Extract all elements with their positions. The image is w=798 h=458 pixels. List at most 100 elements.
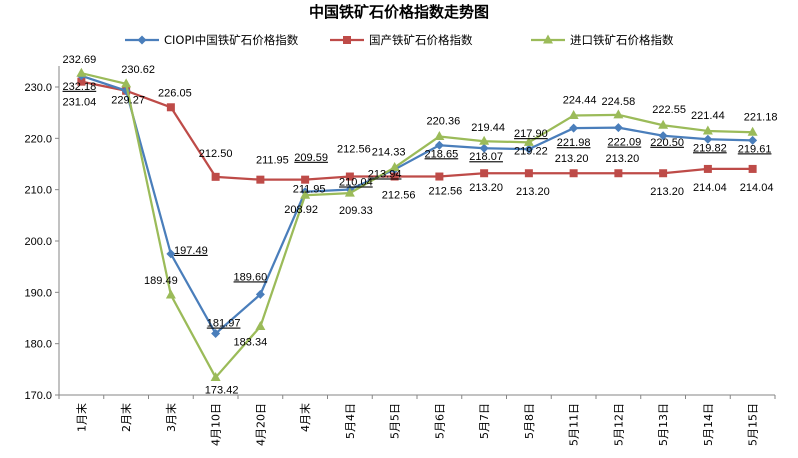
data-point xyxy=(613,109,624,119)
series-line xyxy=(81,72,753,379)
data-label: 221.18 xyxy=(744,111,778,123)
data-point xyxy=(345,172,354,181)
legend-label: CIOPI中国铁矿石价格指数 xyxy=(164,33,299,47)
data-label: 221.44 xyxy=(691,110,725,122)
data-label: 224.58 xyxy=(602,96,636,108)
data-label: 232.69 xyxy=(63,54,97,66)
axes: 170.0 180.0 190.0 200.0 210.0 220.0 230.0 1月末 2月… xyxy=(24,66,776,446)
data-point xyxy=(165,289,176,299)
data-label: 181.97 xyxy=(207,318,241,330)
data-label: 211.95 xyxy=(256,155,289,167)
data-point xyxy=(748,164,757,173)
y-tick-label: 230.0 xyxy=(24,82,52,94)
data-point xyxy=(703,134,713,144)
data-label: 220.36 xyxy=(427,115,461,127)
data-point xyxy=(211,172,220,181)
data-point xyxy=(255,289,265,299)
series-1 xyxy=(77,77,757,184)
data-point xyxy=(137,35,147,45)
data-label: 214.04 xyxy=(693,182,727,194)
y-tick-label: 190.0 xyxy=(24,287,52,299)
data-point xyxy=(166,103,175,112)
data-point xyxy=(300,189,311,199)
y-tick-label: 170.0 xyxy=(24,390,52,402)
data-point xyxy=(479,135,490,145)
data-label: 213.20 xyxy=(469,182,503,194)
legend: CIOPI中国铁矿石价格指数 国产铁矿石价格指数 进口铁矿石价格指数 xyxy=(125,33,674,47)
data-labels: 232.69 232.18 231.04 230.62 229.27 226.05 197.… xyxy=(63,54,778,396)
data-point xyxy=(543,34,553,44)
data-point xyxy=(166,249,176,259)
series-line xyxy=(81,74,753,335)
x-tick-label: 5月12日 xyxy=(612,403,625,446)
series-group xyxy=(76,67,758,381)
x-tick-label: 4月20日 xyxy=(254,403,267,446)
y-tick-label: 180.0 xyxy=(24,339,52,351)
data-label: 189.60 xyxy=(234,271,268,283)
legend-label: 国产铁矿石价格指数 xyxy=(369,33,473,47)
data-label: 173.42 xyxy=(205,384,239,396)
y-tick-label: 200.0 xyxy=(24,236,52,248)
data-point xyxy=(702,125,713,135)
x-tick-label: 4月末 xyxy=(298,403,312,432)
data-point xyxy=(569,123,579,133)
data-label: 212.56 xyxy=(382,190,416,202)
data-label: 212.56 xyxy=(429,186,463,198)
legend-label: 进口铁矿石价格指数 xyxy=(570,33,674,47)
data-label: 208.92 xyxy=(284,204,318,216)
data-label: 214.33 xyxy=(372,146,406,158)
x-tick-label: 4月10日 xyxy=(210,403,223,446)
data-label: 219.82 xyxy=(693,142,727,154)
data-label: 226.05 xyxy=(158,87,192,99)
data-point xyxy=(524,169,533,178)
x-tick-label: 5月14日 xyxy=(702,403,715,446)
data-point xyxy=(523,136,534,146)
data-point xyxy=(255,321,266,331)
data-label: 213.20 xyxy=(650,186,684,198)
data-point xyxy=(77,77,86,86)
x-tick-label: 5月7日 xyxy=(478,403,491,439)
data-label: 230.62 xyxy=(121,64,155,76)
data-label: 197.49 xyxy=(174,245,208,257)
data-label: 212.50 xyxy=(199,148,233,160)
data-point xyxy=(301,175,310,184)
data-point xyxy=(747,126,758,136)
data-point xyxy=(389,161,400,171)
data-point xyxy=(390,172,399,181)
data-label: 220.50 xyxy=(650,137,684,149)
data-point xyxy=(210,371,221,381)
x-tick-label: 5月5日 xyxy=(389,403,402,439)
data-label: 211.95 xyxy=(293,184,326,196)
data-point xyxy=(658,131,668,141)
y-tick-label: 210.0 xyxy=(24,185,52,197)
data-point xyxy=(480,169,489,178)
data-label: 222.09 xyxy=(608,137,642,149)
series-line xyxy=(81,80,753,181)
data-label: 189.49 xyxy=(144,275,178,287)
data-point xyxy=(524,144,534,154)
data-point xyxy=(568,110,579,120)
data-point xyxy=(256,175,265,184)
data-point xyxy=(613,123,623,133)
data-label: 231.04 xyxy=(63,97,97,109)
x-tick-label: 1月末 xyxy=(74,403,88,432)
data-label: 218.65 xyxy=(425,148,459,160)
data-point xyxy=(659,169,668,178)
series-2 xyxy=(76,67,758,381)
data-label: 221.98 xyxy=(557,137,591,149)
data-point xyxy=(703,164,712,173)
data-point xyxy=(614,169,623,178)
data-point xyxy=(76,67,87,77)
data-label: 209.33 xyxy=(339,205,373,217)
data-label: 219.61 xyxy=(738,143,772,155)
data-point xyxy=(343,36,351,44)
x-tick-label: 3月末 xyxy=(164,403,178,432)
data-label: 219.44 xyxy=(471,122,505,134)
data-point xyxy=(569,169,578,178)
data-label: 213.20 xyxy=(606,153,640,165)
x-tick-label: 5月6日 xyxy=(433,403,446,439)
data-label: 232.18 xyxy=(63,81,97,93)
data-point xyxy=(748,135,758,145)
data-label: 213.94 xyxy=(368,168,402,180)
